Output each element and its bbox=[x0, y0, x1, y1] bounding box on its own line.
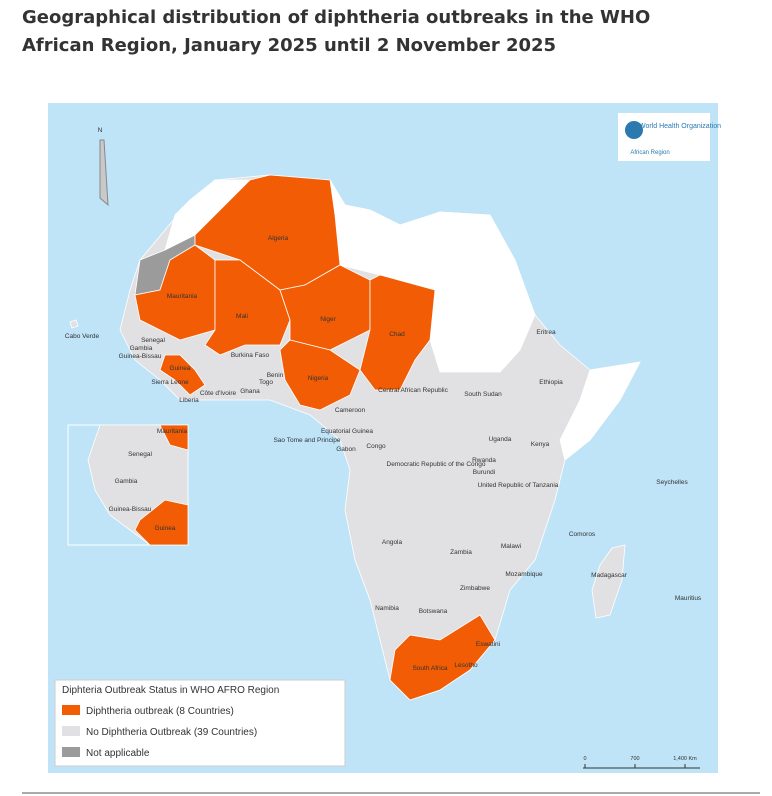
country-label: Guinea-Bissau bbox=[119, 353, 162, 360]
country-label: Guinea bbox=[170, 365, 191, 372]
inset-label: Gambia bbox=[115, 478, 138, 485]
country-label: Mali bbox=[236, 313, 248, 320]
country-label: Rwanda bbox=[472, 457, 496, 464]
country-label: Chad bbox=[389, 331, 405, 338]
country-label: United Republic of Tanzania bbox=[478, 482, 559, 489]
scale-label: 1,400 Km bbox=[673, 756, 697, 762]
country-label: Madagascar bbox=[591, 572, 628, 579]
logo-name: World Health Organization bbox=[639, 123, 721, 130]
country-label: South Sudan bbox=[464, 391, 502, 398]
country-label: Niger bbox=[320, 316, 336, 323]
non-region bbox=[559, 361, 641, 461]
country-label: Mauritania bbox=[167, 293, 198, 300]
legend-label: Not applicable bbox=[86, 748, 150, 759]
legend bbox=[54, 679, 346, 767]
country bbox=[159, 354, 206, 396]
inset-label: Mauritania bbox=[157, 428, 188, 435]
title: Geographical distribution of diphtheria … bbox=[22, 7, 651, 56]
country-label: Namibia bbox=[375, 605, 399, 612]
country-label: South Africa bbox=[412, 665, 447, 672]
logo-emblem bbox=[625, 121, 643, 139]
country-label: Eritrea bbox=[536, 329, 556, 336]
legend-title: Diphteria Outbreak Status in WHO AFRO Re… bbox=[62, 685, 279, 696]
legend-swatch bbox=[62, 726, 80, 736]
country-label: Liberia bbox=[179, 397, 199, 404]
scale-label: 700 bbox=[630, 756, 639, 762]
north-label: N bbox=[98, 127, 103, 134]
inset-label: Guinea-Bissau bbox=[109, 506, 152, 513]
country bbox=[204, 259, 291, 356]
country-label: Botswana bbox=[419, 608, 448, 615]
country-label: Nigeria bbox=[308, 375, 329, 382]
country-label: Sao Tome and Principe bbox=[273, 437, 340, 444]
inset-country bbox=[134, 499, 189, 546]
inset-label: Senegal bbox=[128, 451, 152, 458]
legend-label: No Diphtheria Outbreak (39 Countries) bbox=[86, 727, 257, 738]
inset-country bbox=[159, 424, 189, 451]
country-label: Comoros bbox=[569, 531, 596, 538]
country-label: Burkina Faso bbox=[231, 352, 270, 359]
country-label: Ghana bbox=[240, 388, 260, 395]
country-label: Algeria bbox=[268, 235, 289, 242]
country-label: Senegal bbox=[141, 337, 165, 344]
country bbox=[134, 244, 216, 341]
logo-region: African Region bbox=[630, 150, 669, 156]
country-label: Equatorial Guinea bbox=[321, 428, 373, 435]
country-label: Burundi bbox=[473, 469, 495, 476]
country-label: Uganda bbox=[489, 436, 512, 443]
country-label: Democratic Republic of the Congo bbox=[387, 461, 486, 468]
legend-label: Diphtheria outbreak (8 Countries) bbox=[86, 706, 234, 717]
country-label: Mauritius bbox=[675, 595, 702, 602]
country-label: Central African Republic bbox=[378, 387, 448, 394]
country-label: Angola bbox=[382, 539, 403, 546]
country-label: Gabon bbox=[336, 446, 356, 453]
country-label: Seychelles bbox=[656, 479, 688, 486]
country bbox=[389, 614, 496, 701]
country-label: Zimbabwe bbox=[460, 585, 490, 592]
legend-swatch bbox=[62, 747, 80, 757]
north-arrow bbox=[99, 139, 109, 207]
country bbox=[359, 274, 436, 391]
country-label: Eswatini bbox=[476, 641, 500, 648]
country-label: Mozambique bbox=[505, 571, 543, 578]
country-label: Zambia bbox=[450, 549, 472, 556]
country-label: Cameroon bbox=[335, 407, 366, 414]
country-label: Ethiopia bbox=[539, 379, 563, 386]
island bbox=[591, 544, 626, 619]
country-label: Benin bbox=[267, 372, 284, 379]
country-label: Lesotho bbox=[454, 662, 478, 669]
legend-swatch bbox=[62, 705, 80, 715]
country-label: Kenya bbox=[531, 441, 550, 448]
country-label: Sierra Leone bbox=[151, 379, 189, 386]
country-label: Cabo Verde bbox=[65, 333, 100, 340]
country-label: Malawi bbox=[501, 543, 521, 550]
countries bbox=[67, 174, 641, 701]
inset-label: Guinea bbox=[155, 525, 176, 532]
country-label: Gambia bbox=[130, 345, 153, 352]
country bbox=[279, 339, 361, 411]
country-label: Côte d'Ivoire bbox=[200, 390, 237, 397]
country-label: Togo bbox=[259, 379, 273, 386]
country-label: Congo bbox=[366, 443, 386, 450]
non-region bbox=[329, 179, 536, 373]
scale-label: 0 bbox=[583, 756, 586, 762]
island bbox=[69, 319, 79, 329]
